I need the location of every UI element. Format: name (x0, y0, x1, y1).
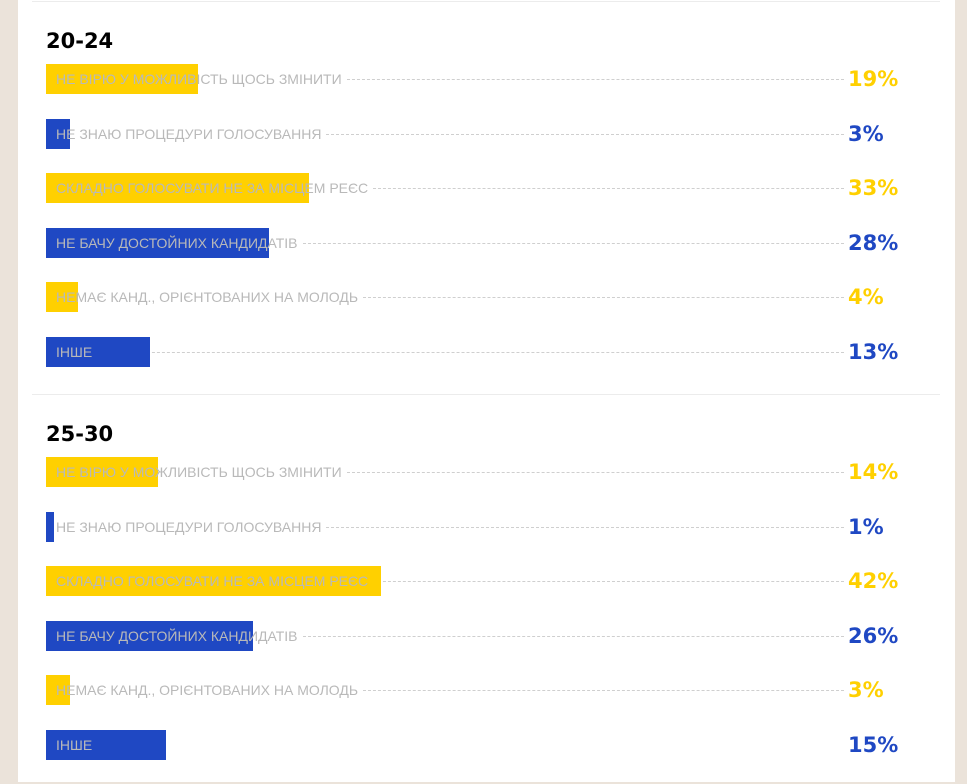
bar (46, 457, 158, 487)
section-title: 25-30 (46, 422, 114, 446)
leader-line (326, 133, 844, 135)
bar-label: НЕ ЗНАЮ ПРОЦЕДУРИ ГОЛОСУВАННЯ (56, 511, 325, 542)
leader-line (347, 472, 844, 473)
bar (46, 64, 198, 94)
value-label: 14% (848, 460, 899, 484)
bar-label: СКЛАДНО ГОЛОСУВАТИ НЕ ЗА МІСЦЕМ РЕЄС (56, 566, 372, 596)
value-label: 15% (848, 732, 899, 757)
bar-row: НЕ БАЧУ ДОСТОЙНИХ КАНДИДАТІВ 28% (46, 227, 926, 258)
bar-label: НЕМАЄ КАНД., ОРІЄНТОВАНИХ НА МОЛОДЬ (56, 282, 362, 312)
bar-row: НЕ БАЧУ ДОСТОЙНИХ КАНДИДАТІВ 26% (46, 620, 926, 651)
bar-label: ІНШЕ (56, 729, 96, 760)
bar-row: НЕ ВІРЮ У МОЖЛИВІСТЬ ЩОСЬ ЗМІНИТИ 19% (46, 64, 926, 94)
leader-line (326, 526, 844, 528)
leader-line (97, 351, 844, 353)
bar (46, 675, 70, 705)
section-divider (32, 394, 940, 395)
bar (46, 282, 78, 312)
bar-label: НЕ ЗНАЮ ПРОЦЕДУРИ ГОЛОСУВАННЯ (56, 118, 325, 149)
leader-line (373, 581, 844, 582)
value-label: 42% (848, 569, 899, 593)
top-divider (32, 1, 940, 2)
bar-label: НЕМАЄ КАНД., ОРІЄНТОВАНИХ НА МОЛОДЬ (56, 675, 362, 705)
bar (46, 620, 254, 651)
value-label: 26% (848, 623, 899, 648)
chart-section-20-24: 20-24 НЕ ВІРЮ У МОЖЛИВІСТЬ ЩОСЬ ЗМІНИТИ 1… (46, 27, 926, 391)
bar-row: СКЛАДНО ГОЛОСУВАТИ НЕ ЗА МІСЦЕМ РЕЄС 33% (46, 173, 926, 203)
bar-row: ІНШЕ 15% (46, 729, 926, 760)
bar-row: НЕ ЗНАЮ ПРОЦЕДУРИ ГОЛОСУВАННЯ 1% (46, 511, 926, 542)
value-label: 19% (848, 67, 899, 91)
leader-line (363, 297, 844, 298)
value-label: 33% (848, 176, 899, 200)
bar (46, 227, 270, 258)
bar-label: НЕ ВІРЮ У МОЖЛИВІСТЬ ЩОСЬ ЗМІНИТИ (56, 457, 345, 487)
bar (46, 173, 310, 203)
value-label: 13% (848, 339, 899, 364)
bar (46, 566, 381, 596)
bar-label: НЕ ВІРЮ У МОЖЛИВІСТЬ ЩОСЬ ЗМІНИТИ (56, 64, 345, 94)
bar (46, 511, 54, 542)
value-label: 1% (848, 514, 884, 539)
bar-label: СКЛАДНО ГОЛОСУВАТИ НЕ ЗА МІСЦЕМ РЕЄС (56, 173, 372, 203)
bar-row: НЕ ВІРЮ У МОЖЛИВІСТЬ ЩОСЬ ЗМІНИТИ 14% (46, 457, 926, 487)
bar-label: НЕ БАЧУ ДОСТОЙНИХ КАНДИДАТІВ (56, 227, 301, 258)
bar-row: НЕМАЄ КАНД., ОРІЄНТОВАНИХ НА МОЛОДЬ 3% (46, 675, 926, 705)
chart-card: 20-24 НЕ ВІРЮ У МОЖЛИВІСТЬ ЩОСЬ ЗМІНИТИ 1… (18, 0, 955, 782)
bar (46, 118, 70, 149)
leader-line (303, 242, 844, 244)
bar (46, 729, 166, 760)
bar-row: ІНШЕ 13% (46, 336, 926, 367)
value-label: 3% (848, 121, 884, 146)
leader-line (363, 690, 844, 691)
bar-label: НЕ БАЧУ ДОСТОЙНИХ КАНДИДАТІВ (56, 620, 301, 651)
bar-row: НЕМАЄ КАНД., ОРІЄНТОВАНИХ НА МОЛОДЬ 4% (46, 282, 926, 312)
bar-label: ІНШЕ (56, 336, 96, 367)
bar-row: СКЛАДНО ГОЛОСУВАТИ НЕ ЗА МІСЦЕМ РЕЄС 42% (46, 566, 926, 596)
leader-line (303, 635, 844, 637)
bar-row: НЕ ЗНАЮ ПРОЦЕДУРИ ГОЛОСУВАННЯ 3% (46, 118, 926, 149)
leader-line (373, 188, 844, 189)
section-title: 20-24 (46, 29, 114, 53)
value-label: 28% (848, 230, 899, 255)
value-label: 4% (848, 285, 884, 309)
value-label: 3% (848, 678, 884, 702)
leader-line (347, 79, 844, 80)
bar (46, 336, 150, 367)
chart-section-25-30: 25-30 НЕ ВІРЮ У МОЖЛИВІСТЬ ЩОСЬ ЗМІНИТИ 1… (46, 420, 926, 784)
